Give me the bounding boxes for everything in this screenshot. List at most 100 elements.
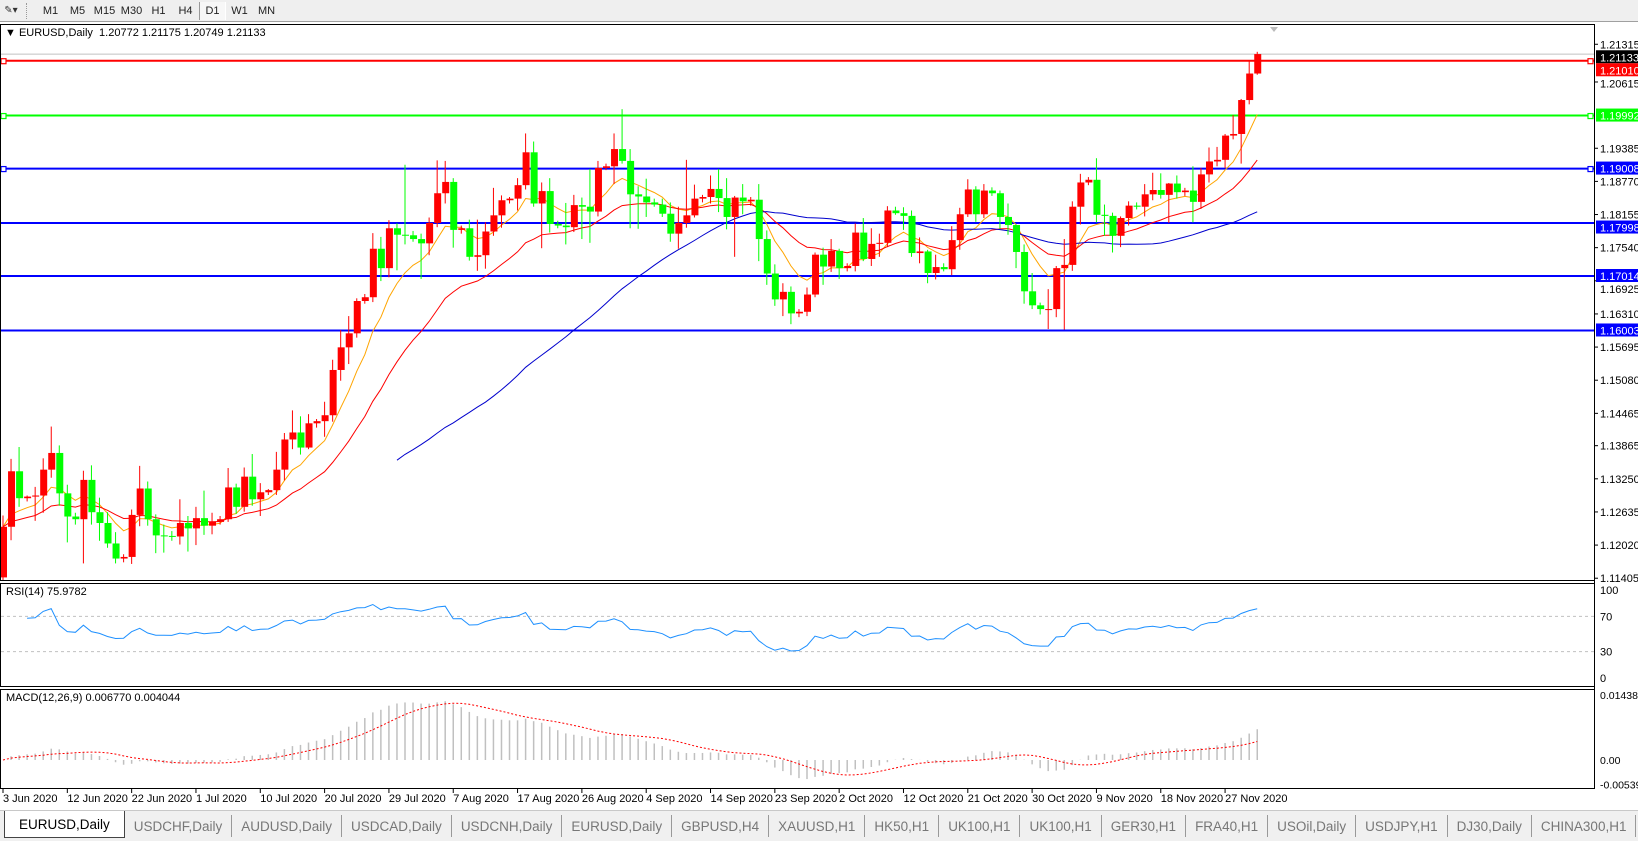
candle [1101, 204, 1109, 236]
candle-body [160, 535, 168, 537]
rsi-axis-label: 100 [1600, 585, 1618, 597]
candle [410, 230, 418, 242]
chart-tab[interactable]: DJ30,Daily [1448, 815, 1532, 837]
candle [450, 178, 458, 248]
collapse-triangle-icon[interactable]: ▼ [5, 27, 19, 39]
timeframe-button-w1[interactable]: W1 [231, 4, 248, 17]
candle-body [643, 196, 651, 203]
timeframe-button-mn[interactable]: MN [257, 4, 276, 17]
candle [201, 490, 208, 535]
candle-body [611, 149, 619, 167]
line-handle [1, 58, 7, 65]
rsi-axis-label: 0 [1600, 673, 1606, 685]
candle [257, 483, 265, 516]
timeframe-button-h4[interactable]: H4 [178, 4, 193, 17]
date-tick-label: 12 Oct 2020 [903, 793, 963, 805]
candle [393, 223, 401, 271]
candle-body [225, 487, 233, 520]
candle-body [442, 181, 450, 194]
candle-body [1206, 161, 1213, 175]
chart-tab[interactable]: USDJPY,H1 [1356, 815, 1448, 837]
candle [908, 210, 916, 257]
candle-body [980, 190, 988, 215]
candle [868, 228, 876, 266]
candle-body [1037, 305, 1045, 310]
candle-body [466, 228, 474, 257]
price-tick-label: 1.16310 [1600, 309, 1638, 321]
chart-canvas[interactable]: 1.213151.211331.210101.206151.199921.193… [0, 22, 1638, 810]
candle [96, 497, 104, 541]
timeframe-button-d1[interactable]: D1 [199, 1, 226, 20]
chart-tab[interactable]: GER30,H1 [1102, 815, 1187, 837]
chart-tab[interactable]: CHINA300,H1 [1532, 815, 1637, 837]
candle [120, 554, 128, 563]
chart-tab[interactable]: USDCAD,Daily [342, 815, 452, 837]
candle-body [1125, 205, 1133, 219]
chart-tab[interactable]: HK50,H1 [865, 815, 940, 837]
line-studies-dropdown-icon[interactable]: ✎▾ [4, 5, 18, 16]
candle [1029, 272, 1037, 310]
timeframe-button-m1[interactable]: M1 [42, 4, 59, 17]
candle-body [1045, 309, 1053, 311]
chart-tab[interactable]: GBPUSD,H4 [672, 815, 770, 837]
chart-tab[interactable]: UK100,H1 [1020, 815, 1102, 837]
candle [820, 247, 828, 285]
candle-body [88, 479, 96, 513]
chart-tab[interactable]: AUDUSD,Daily [232, 815, 343, 837]
candle-body [908, 215, 916, 254]
date-tick-label: 26 Aug 2020 [582, 793, 644, 805]
candle-body [434, 193, 442, 223]
rsi-axis-label: 30 [1600, 647, 1612, 659]
price-tick-label: 1.14465 [1600, 408, 1638, 420]
candle [1197, 167, 1205, 209]
date-tick-label: 9 Nov 2020 [1096, 793, 1152, 805]
candle-body [731, 197, 739, 217]
candle-body [56, 452, 64, 494]
candle [160, 524, 168, 553]
candle-body [313, 421, 321, 424]
date-tick-label: 7 Aug 2020 [453, 793, 509, 805]
candle [353, 298, 361, 338]
timeframe-button-m30[interactable]: M30 [120, 4, 143, 17]
current-price-label: 1.21133 [1600, 52, 1638, 64]
chart-tab[interactable]: XAUUSD,H1 [769, 815, 866, 837]
price-tick-label: 1.13865 [1600, 441, 1638, 453]
candle-body [136, 488, 144, 515]
candle-body [771, 273, 779, 300]
candle-body [659, 204, 667, 214]
candle [876, 233, 884, 257]
candle [844, 263, 852, 272]
candle-body [184, 522, 192, 529]
candle [1133, 202, 1141, 210]
date-tick-label: 1 Jul 2020 [196, 793, 247, 805]
toolbar-grip[interactable] [26, 2, 31, 19]
chart-tab[interactable]: USDCNH,Daily [452, 815, 563, 837]
candle [755, 184, 763, 262]
candle [385, 220, 393, 278]
candle [924, 249, 932, 284]
chart-tab[interactable]: EURUSD,Daily [562, 815, 673, 837]
candle-body [522, 152, 530, 186]
candle [562, 202, 570, 245]
price-tick-label: 1.16925 [1600, 284, 1638, 296]
candle [538, 182, 546, 249]
candle-body [747, 199, 755, 202]
chart-window[interactable]: 1.21315 1.21133 1.21010 1.20615 1.19992 1.193… [0, 22, 1638, 810]
candle [1206, 147, 1213, 183]
chart-tab[interactable]: UK100,H1 [939, 815, 1021, 837]
candle-body [795, 311, 803, 314]
macd-pane-border [0, 689, 1595, 789]
timeframe-button-m15[interactable]: M15 [93, 4, 116, 17]
chart-tab[interactable]: USDCHF,Daily [125, 815, 233, 837]
horizontal-line-price-label: 1.19008 [1600, 164, 1638, 176]
macd-axis-label: 0.014384 [1600, 690, 1638, 702]
timeframe-button-m5[interactable]: M5 [69, 4, 86, 17]
candle-body [876, 242, 884, 244]
chart-tab[interactable]: USOil,Daily [1268, 815, 1357, 837]
candle [739, 184, 747, 215]
chart-tab[interactable]: FRA40,H1 [1186, 815, 1269, 837]
candle-body [1181, 190, 1189, 193]
timeframe-button-h1[interactable]: H1 [151, 4, 166, 17]
chart-tab[interactable]: EURUSD,Daily [4, 811, 125, 838]
candle [731, 195, 739, 257]
